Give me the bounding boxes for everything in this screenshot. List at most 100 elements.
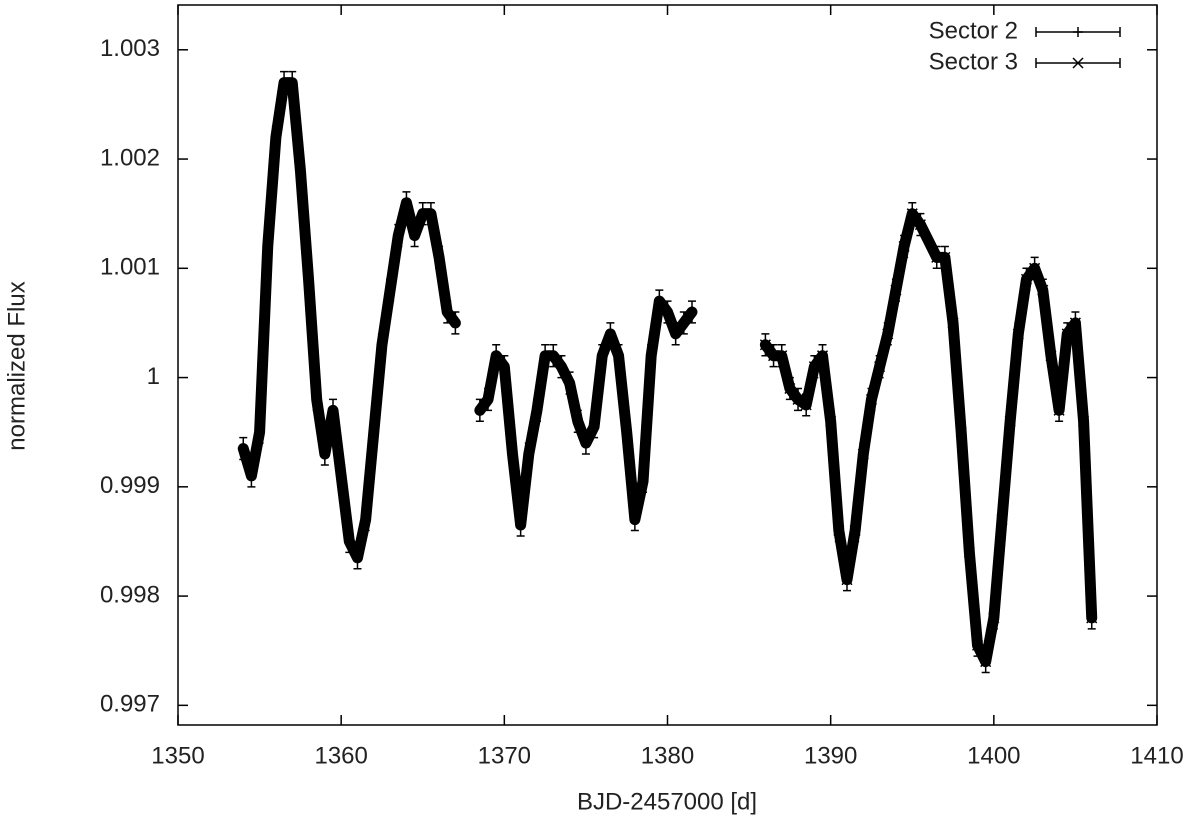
- data-point: [874, 361, 886, 373]
- data-point: [849, 524, 861, 537]
- data-point: [768, 350, 780, 362]
- data-point: [686, 307, 697, 318]
- data-point: [931, 251, 943, 263]
- data-point: [597, 350, 608, 361]
- data-point: [442, 307, 453, 318]
- data-point: [605, 328, 616, 339]
- data-point: [971, 639, 984, 651]
- y-tick-label: 0.997: [100, 691, 160, 718]
- y-axis-label: normalized Flux: [3, 281, 30, 450]
- data-point: [906, 208, 918, 220]
- data-point: [287, 77, 298, 88]
- data-point: [311, 394, 322, 405]
- y-tick-label: 0.998: [100, 581, 160, 608]
- data-point: [629, 514, 640, 525]
- data-point: [841, 574, 853, 586]
- data-point: [914, 219, 926, 231]
- data-point: [1020, 273, 1033, 285]
- data-point: [955, 426, 967, 438]
- data-point: [776, 350, 788, 362]
- data-point: [270, 132, 281, 143]
- data-point: [499, 361, 510, 372]
- x-tick-label: 1350: [151, 742, 204, 769]
- data-point: [474, 405, 485, 416]
- data-point: [621, 427, 632, 438]
- flux-band: [237, 77, 461, 564]
- data-point: [1045, 350, 1057, 362]
- data-point: [1004, 415, 1016, 427]
- data-point: [262, 241, 273, 252]
- data-point: [816, 350, 829, 362]
- data-point: [507, 449, 518, 460]
- x-tick-label: 1370: [478, 742, 531, 769]
- data-point: [1086, 612, 1098, 624]
- data-point: [1029, 262, 1041, 274]
- data-point: [450, 317, 461, 328]
- data-point: [1012, 328, 1024, 340]
- data-point: [336, 470, 347, 481]
- legend-label: Sector 3: [929, 48, 1018, 75]
- data-point: [515, 520, 526, 531]
- data-point: [670, 328, 681, 339]
- data-point: [988, 612, 1000, 624]
- data-point: [344, 536, 355, 547]
- x-tick-label: 1400: [967, 742, 1020, 769]
- data-point: [808, 361, 820, 373]
- x-tick-label: 1360: [314, 742, 367, 769]
- y-tick-label: 1.003: [100, 35, 160, 62]
- data-point: [425, 208, 436, 219]
- data-point: [833, 524, 845, 537]
- y-tick-label: 1.002: [100, 144, 160, 171]
- data-point: [483, 394, 494, 405]
- data-point: [368, 427, 379, 438]
- x-tick-label: 1380: [641, 742, 694, 769]
- y-tick-label: 1.001: [100, 254, 160, 281]
- data-point: [254, 427, 265, 438]
- data-point: [580, 438, 591, 449]
- data-point: [947, 317, 959, 329]
- data-point: [857, 448, 869, 460]
- data-point: [939, 251, 951, 263]
- data-point: [556, 361, 567, 372]
- data-point: [1053, 404, 1065, 416]
- data-point: [238, 443, 249, 454]
- data-point: [548, 350, 559, 361]
- flux-band: [759, 208, 1098, 668]
- data-point: [409, 230, 420, 241]
- data-point: [295, 164, 306, 175]
- data-point: [792, 393, 804, 405]
- data-point: [434, 252, 445, 263]
- x-tick-label: 1390: [804, 742, 857, 769]
- data-point: [376, 339, 387, 350]
- data-point: [491, 350, 502, 361]
- data-point: [890, 284, 902, 296]
- data-point: [613, 350, 624, 361]
- data-point: [980, 656, 992, 668]
- data-point: [572, 416, 583, 427]
- data-point: [662, 307, 673, 318]
- data-point: [646, 350, 657, 361]
- data-point: [678, 317, 689, 328]
- data-point: [401, 197, 412, 208]
- data-point: [319, 449, 330, 460]
- legend-marker: [1072, 57, 1084, 69]
- data-point: [328, 405, 339, 416]
- data-point: [1037, 284, 1049, 296]
- data-point: [246, 470, 257, 481]
- data-point: [784, 382, 796, 395]
- flux-band: [474, 295, 698, 531]
- data-point: [1061, 328, 1073, 340]
- data-point: [759, 339, 771, 351]
- x-tick-label: 1410: [1130, 742, 1183, 769]
- data-point: [589, 421, 600, 432]
- data-point: [825, 415, 837, 427]
- data-point: [882, 328, 894, 340]
- x-axis-label: BJD-2457000 [d]: [577, 788, 757, 815]
- data-point: [898, 240, 910, 252]
- data-point: [352, 552, 363, 563]
- data-point: [800, 399, 812, 411]
- data-point: [303, 274, 314, 285]
- data-point: [385, 285, 396, 296]
- data-point: [865, 393, 877, 405]
